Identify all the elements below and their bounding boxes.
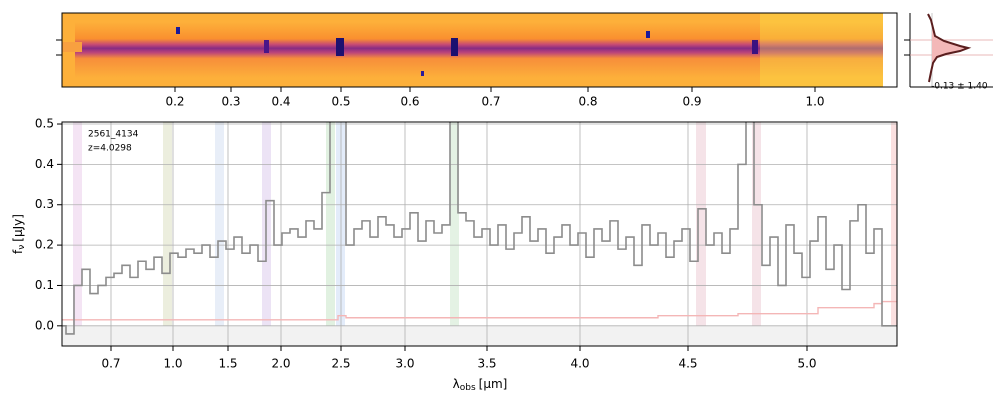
x2-tick-label: 0.5	[331, 95, 350, 109]
x-tick-label: 5.0	[797, 357, 816, 371]
y-axis-label: fν[μJy]	[11, 214, 27, 254]
x2-tick-label: 0.4	[271, 95, 290, 109]
profile-label: -0.13 ± 1.40	[931, 82, 988, 92]
x2-tick-label: 0.3	[221, 95, 240, 109]
annotation: z=4.0298	[88, 144, 132, 154]
spectrum-2d	[56, 12, 898, 88]
y-tick-label: 0.4	[35, 157, 54, 171]
y-tick-label: 0.2	[35, 238, 54, 252]
x-tick-label: 2.5	[331, 357, 350, 371]
x-tick-label: 4.5	[678, 357, 697, 371]
profile-panel: -0.13 ± 1.40	[904, 13, 993, 92]
y-tick-label: 0.5	[35, 117, 54, 131]
x-tick-label: 3.5	[477, 357, 496, 371]
spectrum-line	[62, 300, 897, 321]
x-tick-label: 1.0	[163, 357, 182, 371]
x-tick-label: 4.0	[570, 357, 589, 371]
spectrum-line	[62, 122, 897, 335]
x2-tick-label: 0.7	[481, 95, 500, 109]
line-bands	[73, 122, 897, 346]
x2-tick-label: 1.0	[805, 95, 824, 109]
x-tick-label: 3.0	[395, 357, 414, 371]
x2-tick-label: 0.2	[165, 95, 184, 109]
x2-tick-label: 0.8	[578, 95, 597, 109]
x-axis-label: λobs [μm]	[453, 377, 508, 393]
below-zero	[62, 326, 897, 346]
y-tick-label: 0.0	[35, 318, 54, 332]
x-tick-label: 2.0	[271, 357, 290, 371]
y-tick-label: 0.1	[35, 278, 54, 292]
y-tick-label: 0.3	[35, 197, 54, 211]
x-tick-label: 0.7	[101, 357, 120, 371]
annotation: 2561_4134	[88, 130, 139, 140]
x-tick-label: 1.5	[218, 357, 237, 371]
x2-tick-label: 0.6	[400, 95, 419, 109]
axes-frame	[61, 121, 898, 347]
x2-tick-label: 0.9	[682, 95, 701, 109]
